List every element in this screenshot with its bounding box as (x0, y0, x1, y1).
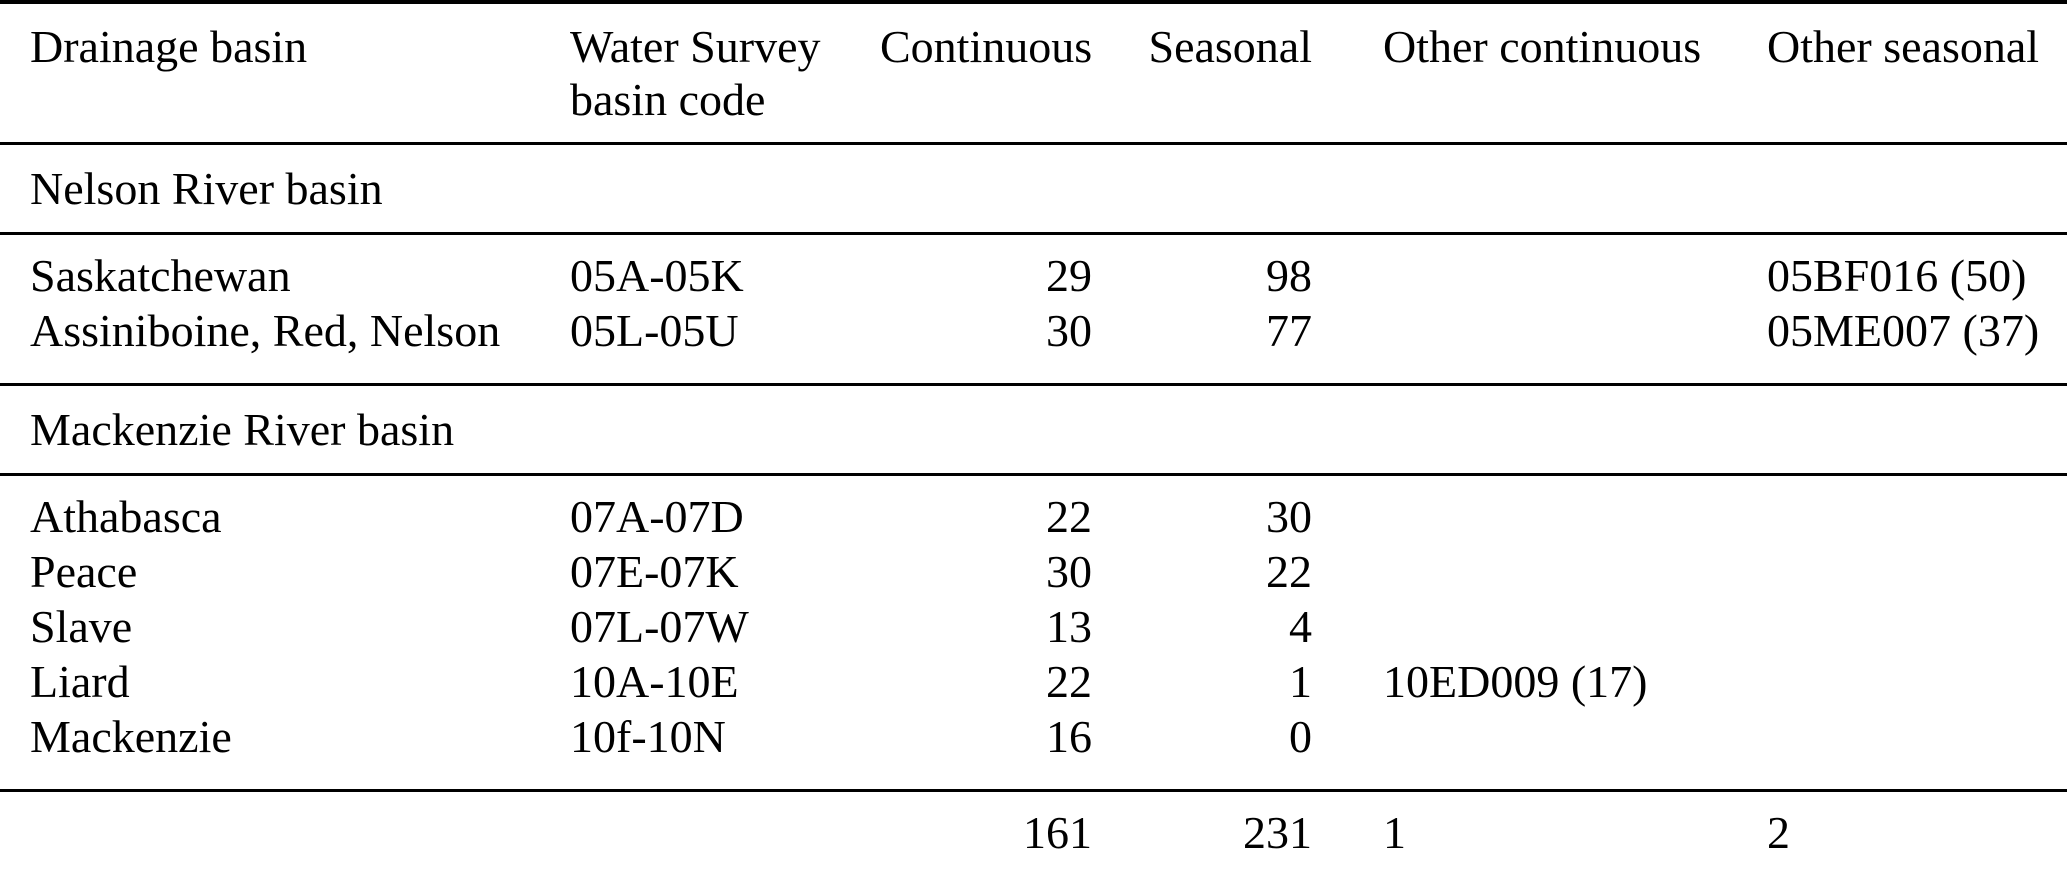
cell-basin-name: Liard (30, 656, 130, 707)
cell-basin-code: 10A-10E (570, 656, 739, 707)
cell-seasonal: 0 (1289, 711, 1312, 762)
cell-continuous: 22 (1046, 491, 1092, 542)
cell-other-seasonal (1767, 544, 2067, 599)
totals-row: 161 231 1 2 (0, 789, 2067, 870)
cell-basin-code: 07E-07K (570, 546, 739, 597)
cell-other-seasonal (1767, 709, 2067, 791)
cell-continuous: 13 (1046, 601, 1092, 652)
cell-basin-code: 10f-10N (570, 711, 726, 762)
cell-basin-code: 05A-05K (570, 250, 744, 301)
table-row-athabasca: Athabasca 07A-07D 22 30 (0, 475, 2067, 545)
cell-other-continuous (1312, 544, 1767, 599)
section-header-mackenzie-river-basin: Mackenzie River basin (0, 383, 2067, 476)
cell-seasonal: 30 (1266, 491, 1312, 542)
cell-basin-name: Athabasca (30, 491, 222, 542)
section-title: Mackenzie River basin (0, 383, 2067, 476)
total-other-continuous: 1 (1312, 789, 1767, 870)
table-row-slave: Slave 07L-07W 13 4 (0, 599, 2067, 654)
column-header-other-continuous: Other continuous (1312, 2, 1767, 145)
cell-basin-name: Mackenzie (30, 711, 232, 762)
column-header-drainage-basin: Drainage basin (0, 2, 570, 145)
column-header-other-seasonal: Other seasonal (1767, 2, 2067, 145)
column-header-seasonal: Seasonal (1092, 2, 1312, 145)
cell-other-seasonal (1767, 599, 2067, 654)
cell-other-continuous: 10ED009 (17) (1383, 656, 1648, 707)
cell-other-continuous (1312, 303, 1767, 385)
cell-continuous: 30 (1046, 305, 1092, 356)
section-header-nelson-river-basin: Nelson River basin (0, 143, 2067, 235)
table-header: Drainage basin Water Survey basin code C… (0, 2, 2067, 145)
cell-other-continuous (1312, 709, 1767, 791)
column-header-continuous: Continuous (880, 2, 1092, 145)
cell-seasonal: 1 (1289, 656, 1312, 707)
column-header-water-survey-basin-code: Water Survey basin code (570, 2, 880, 145)
cell-basin-name: Saskatchewan (30, 250, 291, 301)
header-row: Drainage basin Water Survey basin code C… (0, 2, 2067, 145)
total-basin-name (0, 789, 570, 870)
cell-other-continuous (1312, 475, 1767, 545)
cell-seasonal: 77 (1266, 305, 1312, 356)
section-title: Nelson River basin (0, 143, 2067, 235)
cell-seasonal: 4 (1289, 601, 1312, 652)
total-other-seasonal: 2 (1767, 789, 2067, 870)
total-seasonal: 231 (1092, 789, 1312, 870)
table-row-mackenzie: Mackenzie 10f-10N 16 0 (0, 709, 2067, 791)
cell-other-seasonal (1767, 475, 2067, 545)
cell-other-continuous (1312, 599, 1767, 654)
cell-seasonal: 98 (1266, 250, 1312, 301)
cell-basin-name: Assiniboine, Red, Nelson (30, 305, 501, 356)
cell-other-continuous (1312, 234, 1767, 304)
cell-basin-code: 07A-07D (570, 491, 744, 542)
cell-continuous: 22 (1046, 656, 1092, 707)
cell-continuous: 30 (1046, 546, 1092, 597)
total-continuous: 161 (880, 789, 1092, 870)
cell-seasonal: 22 (1266, 546, 1312, 597)
table-row-peace: Peace 07E-07K 30 22 (0, 544, 2067, 599)
total-basin-code (570, 789, 880, 870)
cell-basin-code: 05L-05U (570, 305, 739, 356)
table-row-liard: Liard 10A-10E 22 1 10ED009 (17) (0, 654, 2067, 709)
table-row-saskatchewan: Saskatchewan 05A-05K 29 98 05BF016 (50) (0, 234, 2067, 304)
cell-continuous: 16 (1046, 711, 1092, 762)
cell-basin-code: 07L-07W (570, 601, 749, 652)
table-body: Nelson River basin Saskatchewan 05A-05K … (0, 143, 2067, 870)
cell-other-seasonal (1767, 654, 2067, 709)
cell-basin-name: Peace (30, 546, 138, 597)
cell-other-seasonal: 05ME007 (37) (1767, 305, 2040, 356)
table-row-assiniboine-red-nelson: Assiniboine, Red, Nelson 05L-05U 30 77 0… (0, 303, 2067, 385)
cell-basin-name: Slave (30, 601, 133, 652)
cell-continuous: 29 (1046, 250, 1092, 301)
cell-other-seasonal: 05BF016 (50) (1767, 250, 2027, 301)
